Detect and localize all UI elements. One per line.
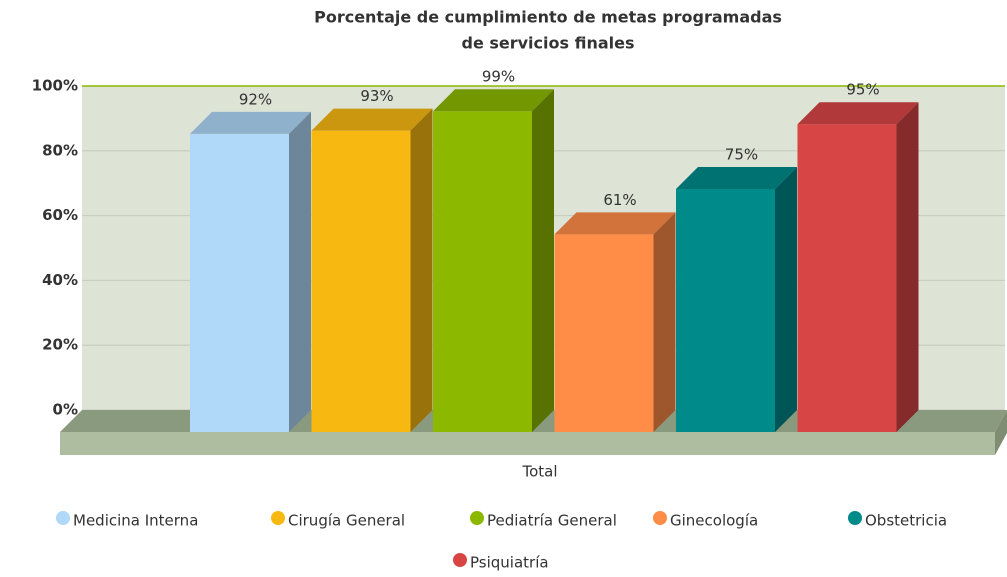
bar-side [775,167,797,432]
bar-top [190,111,311,134]
legend-swatch [453,553,467,567]
y-tick-label: 80% [42,141,78,159]
bar-front [311,130,411,432]
bar-top [554,212,676,235]
legend-label: Medicina Interna [73,512,198,530]
y-tick-label: 20% [42,336,78,354]
bar-top [311,108,433,131]
chart-title: Porcentaje de cumplimiento de metas prog… [314,8,782,27]
bar-top [676,167,797,189]
bar-front [433,111,532,433]
bar-top [433,89,554,112]
x-tick-label: Total [521,463,557,481]
legend-swatch [653,511,667,525]
legend-label: Obstetricia [865,512,947,530]
y-tick-label: 40% [42,271,78,289]
chart-title: de servicios finales [461,34,634,53]
bar-side [532,89,554,433]
data-label: 75% [725,146,758,164]
legend-swatch [470,511,484,525]
y-tick-label: 100% [32,77,78,95]
bar-front [797,124,897,432]
y-tick-label: 60% [42,206,78,224]
bar-side [896,102,919,432]
floor-side [995,410,1007,455]
data-label: 92% [239,90,272,108]
bar-front [676,189,775,432]
legend-swatch [271,511,285,525]
legend-swatch [848,511,862,525]
legend-label: Psiquiatría [470,554,549,572]
legend-label: Ginecología [670,512,758,530]
data-label: 93% [360,87,393,105]
y-tick-label: 0% [53,401,78,419]
legend-label: Cirugía General [288,512,405,530]
bar-top [797,102,919,125]
bar-side [653,212,676,432]
data-label: 95% [846,81,879,99]
bar-side [410,108,433,433]
bar-side [289,111,311,433]
data-label: 99% [482,68,515,86]
bar-front [554,234,654,432]
legend-label: Pediatría General [487,512,617,530]
floor-front [60,432,995,455]
bar-front [190,133,289,433]
data-label: 61% [603,191,636,209]
legend-swatch [56,511,70,525]
